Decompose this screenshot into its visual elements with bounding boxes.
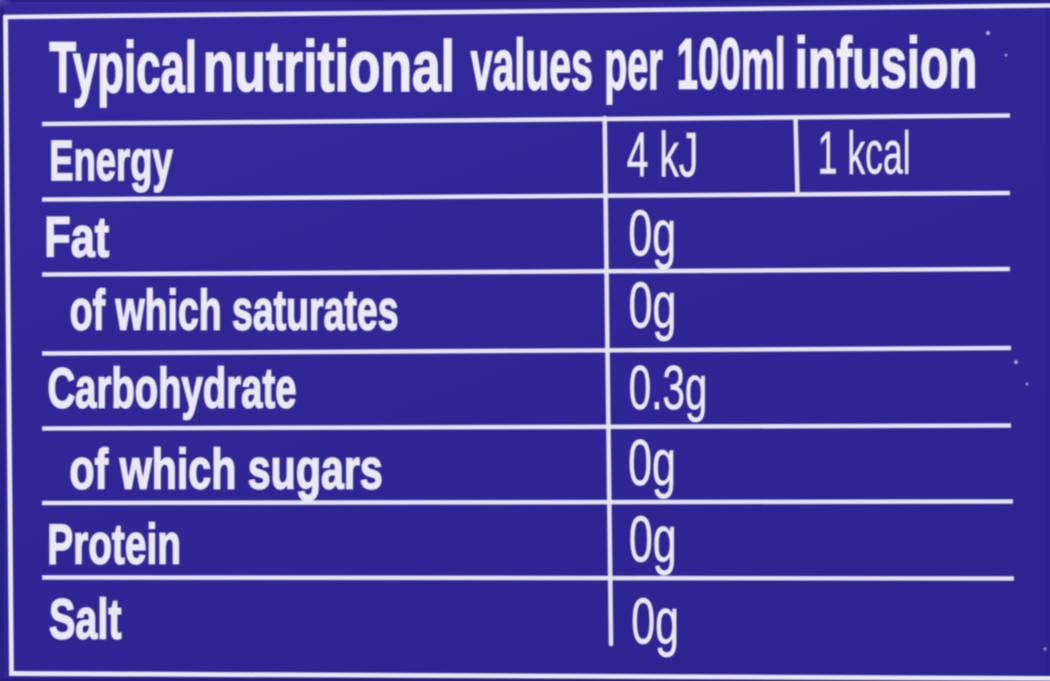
svg-text:Typical: Typical	[49, 28, 197, 108]
svg-text:per: per	[604, 25, 663, 105]
svg-text:0g: 0g	[629, 269, 677, 342]
svg-text:0.3g: 0.3g	[629, 353, 708, 423]
svg-text:4 kJ: 4 kJ	[627, 121, 699, 191]
svg-text:0g: 0g	[628, 426, 676, 499]
svg-text:nutritional: nutritional	[203, 27, 455, 107]
svg-text:100ml: 100ml	[677, 24, 786, 104]
svg-text:Salt: Salt	[49, 587, 122, 651]
svg-text:infusion: infusion	[795, 24, 978, 104]
svg-text:1 kcal: 1 kcal	[818, 118, 911, 186]
svg-text:Carbohydrate: Carbohydrate	[48, 356, 297, 420]
svg-text:values: values	[471, 26, 593, 106]
svg-text:0g: 0g	[629, 502, 677, 575]
svg-text:Fat: Fat	[44, 206, 109, 270]
svg-text:of which saturates: of which saturates	[70, 279, 399, 343]
svg-text:0g: 0g	[631, 585, 679, 658]
svg-text:Energy: Energy	[49, 129, 173, 193]
svg-text:of which sugars: of which sugars	[69, 437, 382, 501]
svg-text:0g: 0g	[628, 197, 676, 270]
svg-text:Protein: Protein	[47, 513, 181, 577]
